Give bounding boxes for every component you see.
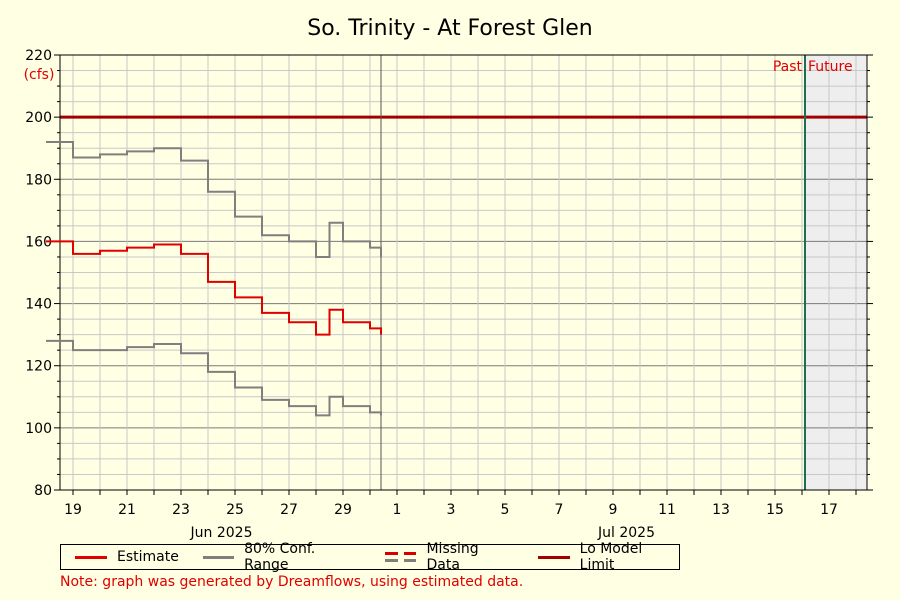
y-tick-label: 160 xyxy=(25,234,52,250)
legend-item-conf-range: 80% Conf. Range xyxy=(202,541,361,573)
x-tick-label: 9 xyxy=(609,502,618,518)
x-tick-label: 3 xyxy=(447,502,456,518)
x-tick-label: 15 xyxy=(766,502,784,518)
estimate-line xyxy=(46,240,382,336)
legend-label-limit: Lo Model Limit xyxy=(579,541,643,573)
y-tick-label: 100 xyxy=(25,421,52,437)
x-tick-label: 17 xyxy=(820,502,838,518)
x-tick-label: 21 xyxy=(118,502,136,518)
y-tick-label: 180 xyxy=(25,172,52,188)
x-tick-label: 29 xyxy=(334,502,352,518)
legend-item-estimate: Estimate xyxy=(75,549,179,565)
x-tick-label: 25 xyxy=(226,502,244,518)
missing-data-swatch-icon xyxy=(385,552,417,562)
future-label: Future xyxy=(808,59,853,75)
conf-range-upper-line xyxy=(46,141,382,258)
legend-label-missing: Missing Data xyxy=(426,541,479,573)
footnote: Note: graph was generated by Dreamflows,… xyxy=(60,574,524,590)
x-tick-label: 1 xyxy=(393,502,402,518)
y-tick-label: 120 xyxy=(25,359,52,375)
x-tick-label: 23 xyxy=(172,502,190,518)
x-tick-label: 19 xyxy=(64,502,82,518)
legend-label-conf-range: 80% Conf. Range xyxy=(244,541,316,573)
y-tick-label: 200 xyxy=(25,110,52,126)
past-label: Past xyxy=(773,59,803,75)
month-label: Jul 2025 xyxy=(597,525,655,541)
month-label: Jun 2025 xyxy=(190,525,253,541)
legend-label-estimate: Estimate xyxy=(117,549,179,565)
legend: Estimate 80% Conf. Range Missing Data Lo… xyxy=(60,541,680,573)
y-axis-unit-label: (cfs) xyxy=(24,67,55,83)
y-tick-label: 80 xyxy=(34,483,52,499)
legend-item-missing: Missing Data xyxy=(385,541,514,573)
x-tick-label: 5 xyxy=(501,502,510,518)
y-tick-label: 220 xyxy=(25,48,52,64)
conf-range-lower-line xyxy=(46,339,382,417)
x-tick-label: 11 xyxy=(658,502,676,518)
x-tick-label: 27 xyxy=(280,502,298,518)
legend-item-limit: Lo Model Limit xyxy=(538,541,679,573)
x-tick-label: 7 xyxy=(555,502,564,518)
conf-range-swatch-icon xyxy=(202,555,235,559)
y-tick-label: 140 xyxy=(25,297,52,313)
limit-swatch-icon xyxy=(538,555,570,559)
x-tick-label: 13 xyxy=(712,502,730,518)
chart-title: So. Trinity - At Forest Glen xyxy=(307,16,592,41)
estimate-swatch-icon xyxy=(75,555,107,559)
